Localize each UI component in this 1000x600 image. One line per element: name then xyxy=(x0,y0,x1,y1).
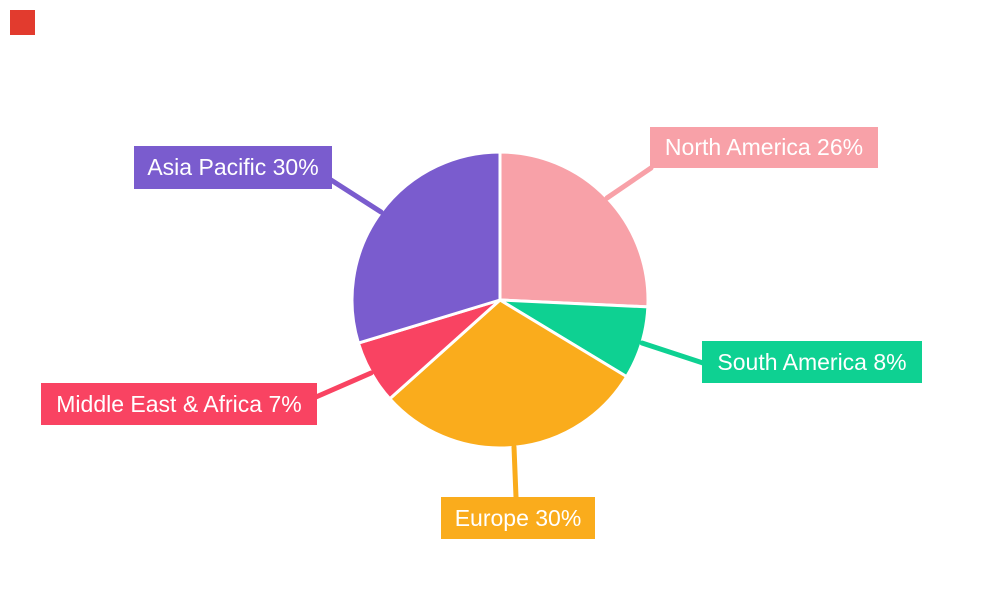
corner-marker xyxy=(10,10,35,35)
slice-label-asia-pacific: Asia Pacific 30% xyxy=(134,146,332,189)
slice-label-south-america: South America 8% xyxy=(702,341,922,383)
slice-label-europe: Europe 30% xyxy=(441,497,595,539)
leader-line-asia-pacific xyxy=(328,177,384,215)
leader-line-europe xyxy=(511,444,519,500)
leader-line-north-america xyxy=(604,165,654,201)
slice-label-north-america: North America 26% xyxy=(650,127,878,168)
slice-label-middle-east-africa: Middle East & Africa 7% xyxy=(41,383,317,425)
leader-line-middle-east-africa xyxy=(313,370,374,400)
leader-line-south-america xyxy=(639,340,706,366)
pie-slice-north-america[interactable] xyxy=(498,150,650,309)
